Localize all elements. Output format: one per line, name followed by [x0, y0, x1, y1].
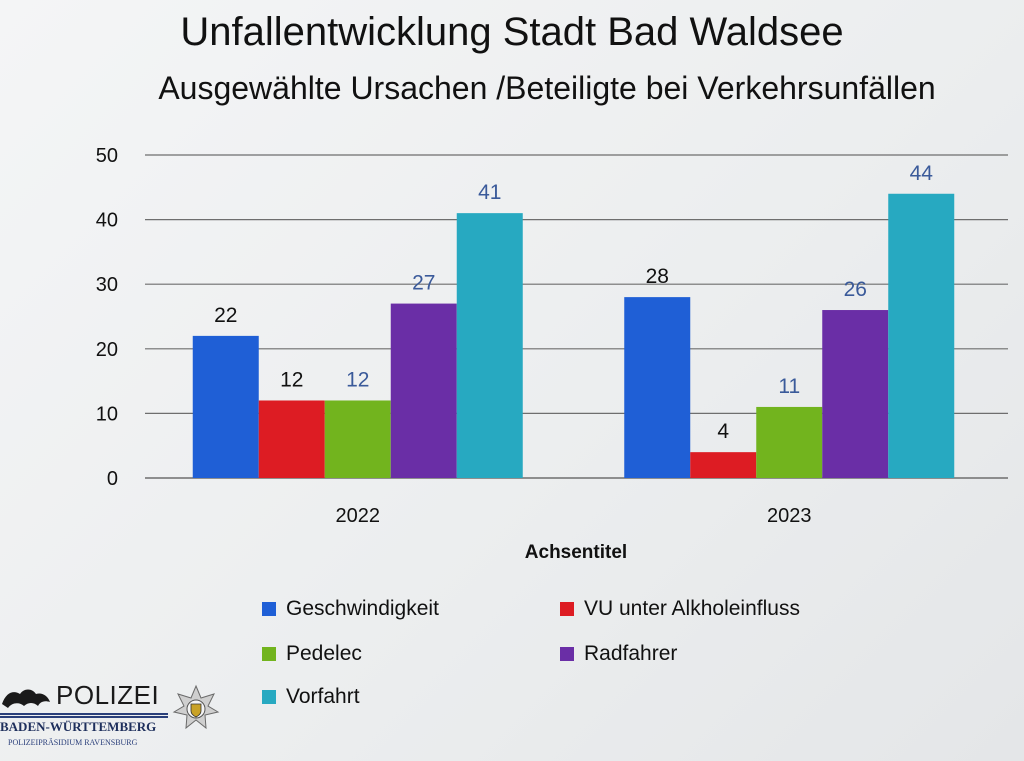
logo-state-name: BADEN-WÜRTTEMBERG	[0, 719, 157, 734]
slide-subtitle: Ausgewählte Ursachen /Beteiligte bei Ver…	[158, 70, 936, 106]
legend-item: Radfahrer	[560, 642, 677, 666]
y-tick-label: 30	[96, 274, 118, 296]
slide-title: Unfallentwicklung Stadt Bad Waldsee	[180, 10, 844, 54]
bar	[324, 400, 391, 478]
x-tick-label: 2023	[767, 505, 812, 527]
data-label: 11	[778, 375, 800, 398]
legend-swatch	[262, 690, 276, 704]
legend-label: Geschwindigkeit	[286, 597, 439, 620]
x-tick-label: 2022	[336, 505, 381, 527]
polizei-logo: POLIZEI BADEN-WÜRTTEMBERG POLIZEIPRÄSIDI…	[0, 678, 230, 758]
legend-swatch	[560, 602, 574, 616]
data-label: 44	[910, 162, 934, 185]
legend-swatch	[262, 647, 276, 661]
legend-item: Vorfahrt	[262, 685, 360, 709]
logo-rule	[0, 713, 168, 715]
y-tick-label: 50	[96, 145, 118, 167]
legend-label: Pedelec	[286, 642, 362, 665]
data-label: 26	[844, 278, 867, 301]
bar	[192, 335, 259, 478]
data-label: 41	[478, 181, 501, 204]
bar	[624, 297, 691, 478]
data-label: 12	[346, 368, 369, 391]
legend-label: Radfahrer	[584, 642, 678, 665]
data-label: 28	[646, 265, 669, 288]
bar	[456, 213, 523, 478]
legend-item: Pedelec	[262, 642, 362, 666]
legend-label: VU unter Alkholeinfluss	[584, 597, 800, 620]
bar	[690, 452, 757, 478]
y-tick-label: 40	[96, 210, 118, 232]
data-label: 4	[717, 420, 729, 443]
bar	[390, 303, 457, 478]
bar	[822, 310, 889, 478]
y-tick-label: 0	[107, 468, 118, 490]
legend-item: Geschwindigkeit	[262, 597, 439, 621]
lion-emblem-icon	[2, 689, 50, 708]
data-label: 22	[214, 304, 237, 327]
logo-department: POLIZEIPRÄSIDIUM RAVENSBURG	[8, 738, 138, 747]
bar	[756, 406, 823, 478]
y-tick-label: 20	[96, 339, 118, 361]
logo-rule	[0, 716, 168, 718]
legend-item: VU unter Alkholeinfluss	[560, 597, 800, 621]
legend-label: Vorfahrt	[286, 685, 360, 708]
bar	[258, 400, 325, 478]
legend-swatch	[560, 647, 574, 661]
bar	[888, 193, 955, 478]
data-label: 12	[280, 368, 303, 391]
x-axis-title: Achsentitel	[525, 542, 627, 563]
logo-wordmark: POLIZEI	[56, 680, 160, 710]
legend-swatch	[262, 602, 276, 616]
y-tick-label: 10	[96, 403, 118, 425]
police-star-icon	[172, 684, 220, 730]
data-label: 27	[412, 272, 435, 295]
